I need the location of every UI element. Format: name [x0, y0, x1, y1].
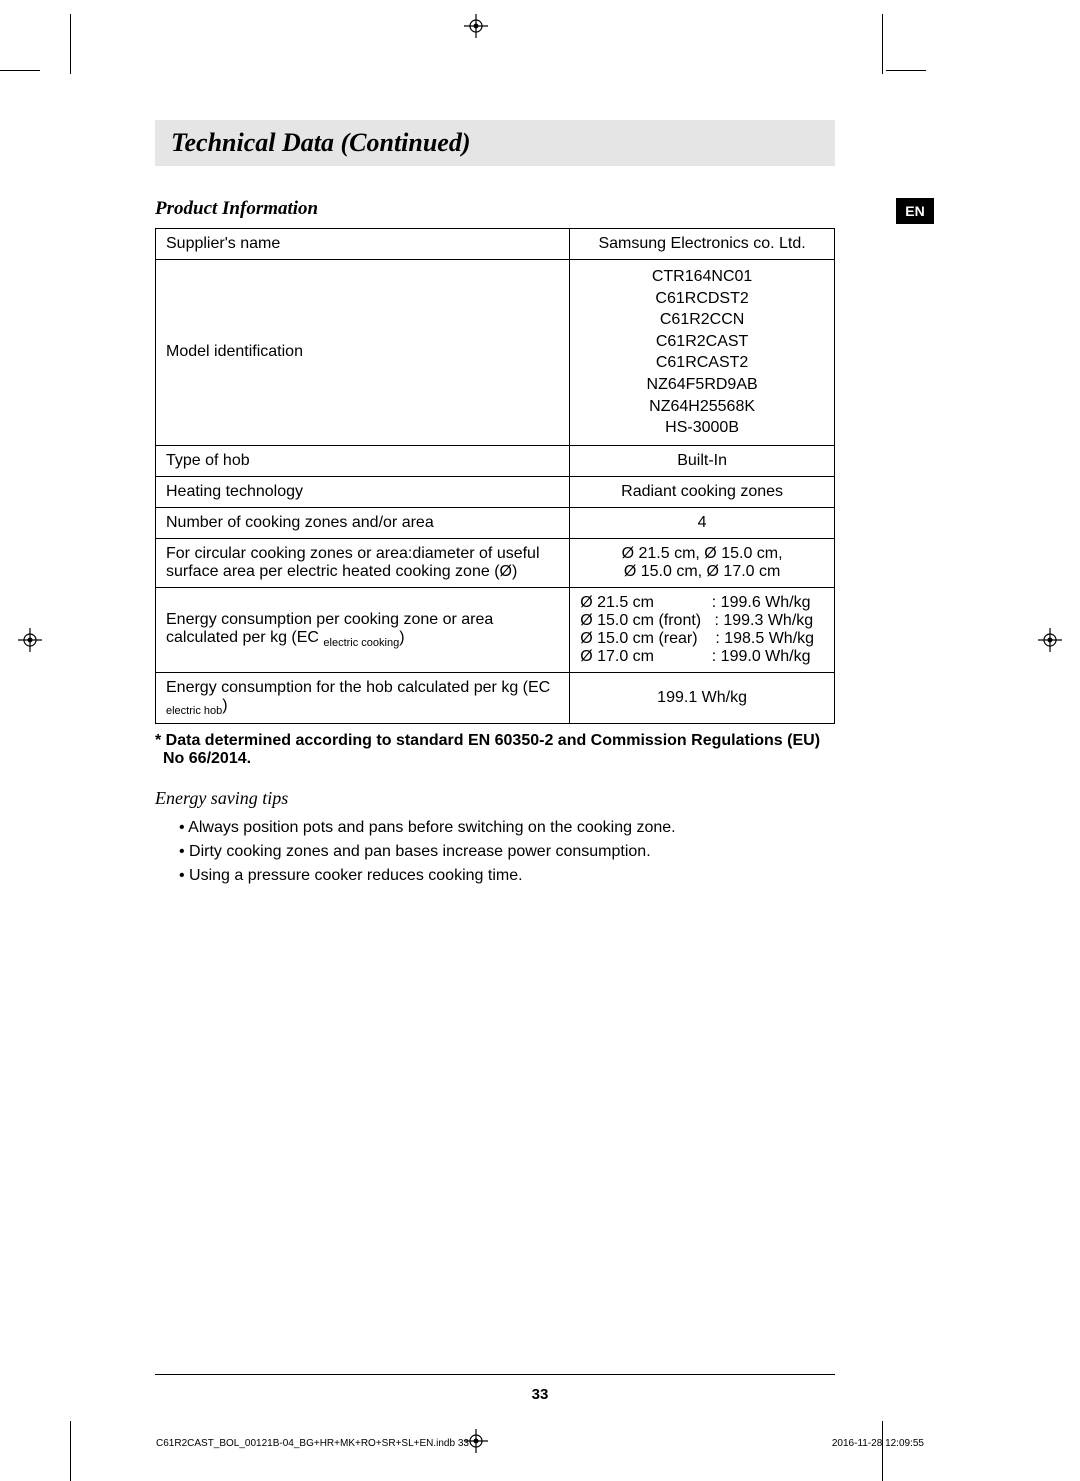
crop-mark	[882, 14, 883, 74]
subscript: electric cooking	[323, 637, 399, 649]
registration-mark-icon	[1038, 628, 1062, 652]
crop-mark	[70, 1421, 71, 1481]
cell-label: Type of hob	[156, 445, 570, 476]
cell-label: Number of cooking zones and/or area	[156, 507, 570, 538]
cell-text: )	[399, 629, 404, 646]
list-item: Using a pressure cooker reduces cooking …	[179, 867, 835, 885]
section-title: Technical Data (Continued)	[171, 128, 819, 158]
table-row: Energy consumption for the hob calculate…	[156, 672, 835, 723]
model-item: C61RCDST2	[580, 288, 824, 310]
table-row: Energy consumption per cooking zone or a…	[156, 587, 835, 672]
table-row: Number of cooking zones and/or area 4	[156, 507, 835, 538]
crop-mark	[70, 14, 71, 74]
cell-value: Ø 21.5 cm, Ø 15.0 cm, Ø 15.0 cm, Ø 17.0 …	[570, 538, 835, 587]
registration-mark-icon	[464, 14, 488, 38]
model-item: NZ64F5RD9AB	[580, 374, 824, 396]
tips-list: Always position pots and pans before swi…	[155, 819, 835, 885]
cell-label: Supplier's name	[156, 229, 570, 260]
cell-value: Samsung Electronics co. Ltd.	[570, 229, 835, 260]
cell-value: 4	[570, 507, 835, 538]
list-item: Dirty cooking zones and pan bases increa…	[179, 843, 835, 861]
table-row: For circular cooking zones or area:diame…	[156, 538, 835, 587]
language-badge: EN	[896, 198, 934, 224]
product-info-table: Supplier's name Samsung Electronics co. …	[155, 228, 835, 724]
cell-value: Ø 21.5 cm : 199.6 Wh/kg Ø 15.0 cm (front…	[570, 587, 835, 672]
cell-value: Radiant cooking zones	[570, 476, 835, 507]
cell-label: For circular cooking zones or area:diame…	[156, 538, 570, 587]
model-item: HS-3000B	[580, 417, 824, 439]
page-body: Technical Data (Continued) Product Infor…	[155, 120, 835, 891]
crop-mark	[882, 1421, 883, 1481]
list-item: Always position pots and pans before swi…	[179, 819, 835, 837]
cell-label: Energy consumption for the hob calculate…	[156, 672, 570, 723]
footer-timestamp: 2016-11-28 12:09:55	[832, 1438, 924, 1449]
cell-text: )	[222, 697, 227, 714]
table-row: Heating technology Radiant cooking zones	[156, 476, 835, 507]
cell-value: CTR164NC01 C61RCDST2 C61R2CCN C61R2CAST …	[570, 260, 835, 446]
timestamp-text: 2016-11-28 12:09:55	[832, 1438, 924, 1449]
cell-label: Model identification	[156, 260, 570, 446]
cell-value: 199.1 Wh/kg	[570, 672, 835, 723]
cell-label: Energy consumption per cooking zone or a…	[156, 587, 570, 672]
model-list: CTR164NC01 C61RCDST2 C61R2CCN C61R2CAST …	[580, 266, 824, 439]
model-item: NZ64H25568K	[580, 396, 824, 418]
model-item: C61R2CCN	[580, 309, 824, 331]
model-item: CTR164NC01	[580, 266, 824, 288]
section-title-bar: Technical Data (Continued)	[155, 120, 835, 166]
registration-mark-icon	[18, 628, 42, 652]
tips-title: Energy saving tips	[155, 788, 835, 809]
model-item: C61R2CAST	[580, 331, 824, 353]
crop-mark	[0, 70, 40, 71]
footnote: * Data determined according to standard …	[155, 732, 835, 768]
footer-file-path: C61R2CAST_BOL_00121B-04_BG+HR+MK+RO+SR+S…	[156, 1438, 469, 1449]
table-row: Supplier's name Samsung Electronics co. …	[156, 229, 835, 260]
subsection-title: Product Information	[155, 198, 835, 220]
subscript: electric hob	[166, 705, 222, 717]
table-row: Type of hob Built-In	[156, 445, 835, 476]
cell-text: Energy consumption for the hob calculate…	[166, 679, 550, 696]
cell-value: Built-In	[570, 445, 835, 476]
cell-label: Heating technology	[156, 476, 570, 507]
model-item: C61RCAST2	[580, 352, 824, 374]
footer-rule	[155, 1374, 835, 1375]
crop-mark	[886, 70, 926, 71]
page-number: 33	[532, 1386, 549, 1403]
table-row: Model identification CTR164NC01 C61RCDST…	[156, 260, 835, 446]
